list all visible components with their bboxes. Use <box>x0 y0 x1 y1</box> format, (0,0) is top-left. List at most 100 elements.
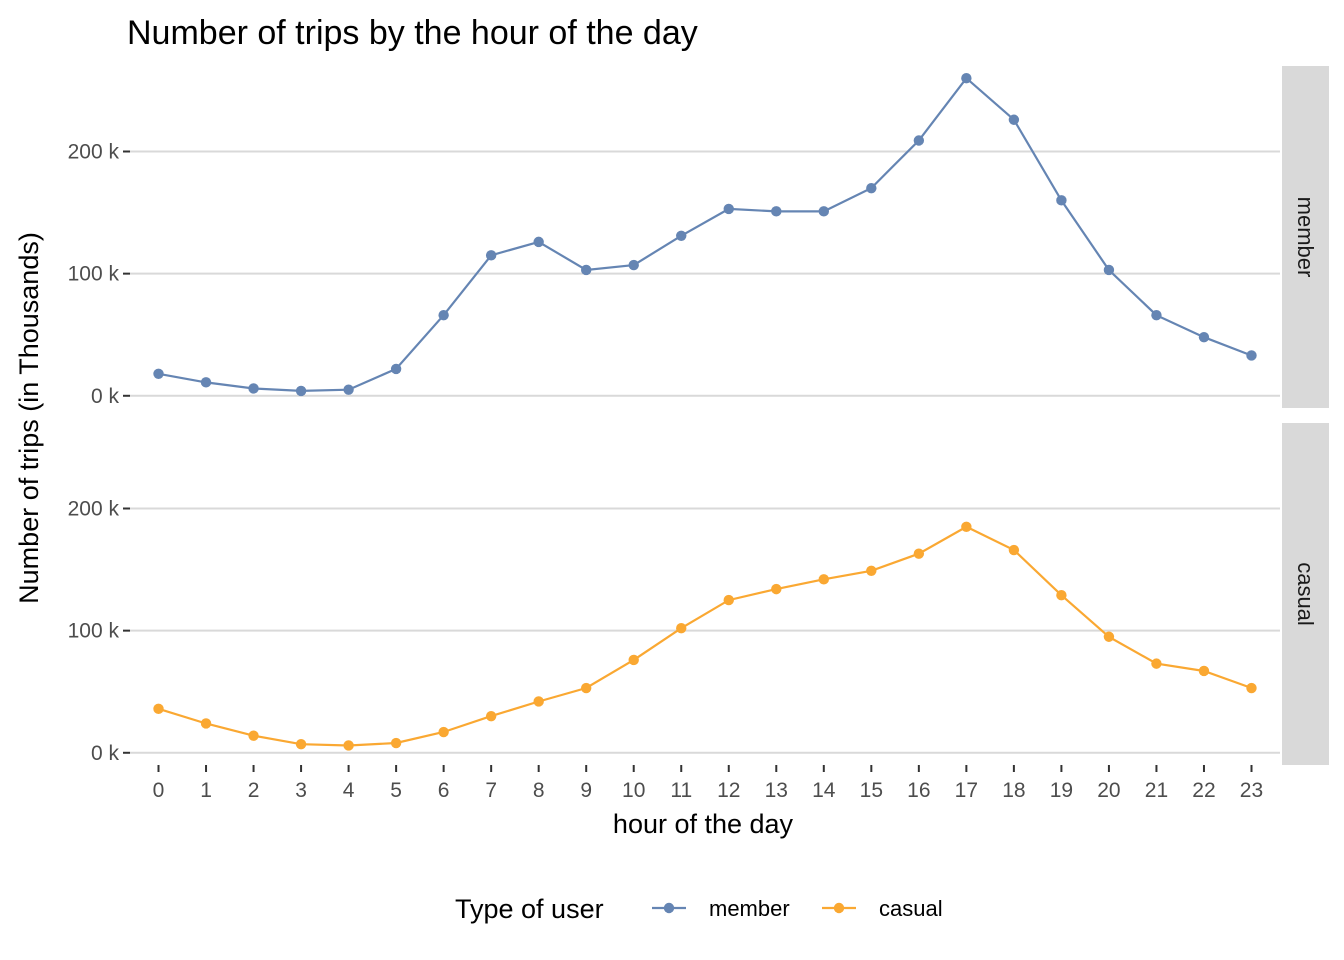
data-point-member <box>343 384 354 395</box>
y-tick-label: 0 k <box>91 742 120 765</box>
x-tick-label: 4 <box>343 779 355 802</box>
legend-item-member: member <box>652 896 790 921</box>
panel-member: 0 k 100 k 200 k member <box>68 66 1329 408</box>
x-tick-label: 21 <box>1145 779 1168 802</box>
data-point-member <box>1056 195 1067 206</box>
x-tick-label: 16 <box>907 779 930 802</box>
data-point-member <box>866 182 877 194</box>
data-point-member <box>200 377 212 388</box>
data-point-casual <box>485 710 497 722</box>
data-point-casual <box>343 740 354 751</box>
data-point-casual <box>1151 658 1162 669</box>
legend-key-point <box>663 902 675 914</box>
data-point-casual <box>580 682 592 694</box>
legend-title: Type of user <box>455 894 604 924</box>
x-tick-label: 22 <box>1192 779 1215 802</box>
data-point-member <box>771 206 782 217</box>
data-point-casual <box>1246 682 1257 694</box>
data-point-casual <box>1198 665 1210 677</box>
x-tick-label: 11 <box>670 779 692 802</box>
data-point-member <box>438 309 449 321</box>
data-point-casual <box>771 583 782 595</box>
data-point-casual <box>200 718 212 729</box>
data-point-casual <box>438 726 449 738</box>
x-tick-label: 17 <box>955 779 978 802</box>
series-line-casual <box>158 525 1252 747</box>
data-point-casual <box>533 696 544 707</box>
y-tick-label: 100 k <box>68 620 120 643</box>
data-point-member <box>390 363 402 375</box>
x-tick-label: 19 <box>1050 779 1073 802</box>
data-point-member <box>248 383 259 394</box>
facet-strip-label: casual <box>1293 562 1318 626</box>
data-point-casual <box>153 703 164 715</box>
data-point-casual <box>295 739 307 750</box>
x-tick-label: 3 <box>295 779 307 802</box>
data-point-member <box>676 230 687 241</box>
facet-strip <box>1282 66 1329 408</box>
panel-casual: 0 k 100 k 200 k casual <box>68 423 1329 765</box>
data-point-casual <box>676 623 687 634</box>
x-axis: 0 1 2 3 4 5 6 7 8 9 10 11 12 13 14 15 16 17 18 19 20 21 22 23 <box>153 765 1263 802</box>
data-point-casual <box>818 574 830 585</box>
data-point-casual <box>866 565 877 576</box>
data-point-member <box>913 135 925 146</box>
y-tick-label: 100 k <box>68 263 120 286</box>
x-axis-title: hour of the day <box>613 809 794 839</box>
x-tick-label: 13 <box>765 779 788 802</box>
x-tick-label: 20 <box>1097 779 1120 802</box>
data-point-member <box>1008 114 1020 125</box>
facet-panels: 0 k 100 k 200 k member 0 k 100 k 200 k casual 0 1… <box>68 66 1329 802</box>
data-point-casual <box>913 548 925 559</box>
data-point-casual <box>390 737 402 749</box>
legend: Type of user member casual <box>455 894 943 924</box>
data-point-casual <box>628 654 639 666</box>
x-tick-label: 23 <box>1240 779 1263 802</box>
x-tick-label: 8 <box>533 779 545 802</box>
data-point-member <box>1151 309 1162 321</box>
x-tick-label: 7 <box>485 779 497 802</box>
data-point-member <box>485 250 497 261</box>
legend-key-point <box>833 902 845 914</box>
data-point-member <box>818 206 830 217</box>
x-tick-label: 15 <box>860 779 883 802</box>
facet-strip <box>1282 423 1329 765</box>
y-axis-title: Number of trips (in Thousands) <box>14 232 44 604</box>
series-line-member <box>158 76 1252 393</box>
x-tick-label: 10 <box>622 779 645 802</box>
data-point-member <box>580 264 592 276</box>
data-point-member <box>1198 331 1210 343</box>
x-tick-label: 12 <box>717 779 740 802</box>
data-point-casual <box>1008 544 1020 556</box>
legend-item-casual: casual <box>822 896 943 921</box>
facet-strip-label: member <box>1293 197 1318 278</box>
chart-title: Number of trips by the hour of the day <box>127 14 698 52</box>
x-tick-label: 0 <box>153 779 165 802</box>
y-tick-label: 0 k <box>91 385 120 408</box>
data-point-member <box>628 259 639 271</box>
x-tick-label: 5 <box>390 779 402 802</box>
x-tick-label: 18 <box>1002 779 1025 802</box>
y-tick-label: 200 k <box>68 141 120 164</box>
x-tick-label: 14 <box>812 779 836 802</box>
data-point-member <box>295 385 307 397</box>
data-point-member <box>153 368 164 379</box>
data-point-casual <box>1103 631 1115 642</box>
data-point-member <box>961 73 972 84</box>
data-point-member <box>1246 350 1257 361</box>
data-point-casual <box>961 521 972 533</box>
y-tick-label: 200 k <box>68 498 120 521</box>
legend-label: member <box>709 896 790 921</box>
x-tick-label: 2 <box>248 779 260 802</box>
data-point-casual <box>248 730 259 741</box>
data-point-member <box>1103 264 1115 276</box>
legend-label: casual <box>879 896 943 921</box>
x-tick-label: 1 <box>200 779 212 802</box>
data-point-casual <box>723 594 734 606</box>
x-tick-label: 9 <box>580 779 592 802</box>
data-point-member <box>533 236 544 248</box>
data-point-member <box>723 203 734 215</box>
data-point-casual <box>1056 590 1067 601</box>
x-tick-label: 6 <box>438 779 450 802</box>
